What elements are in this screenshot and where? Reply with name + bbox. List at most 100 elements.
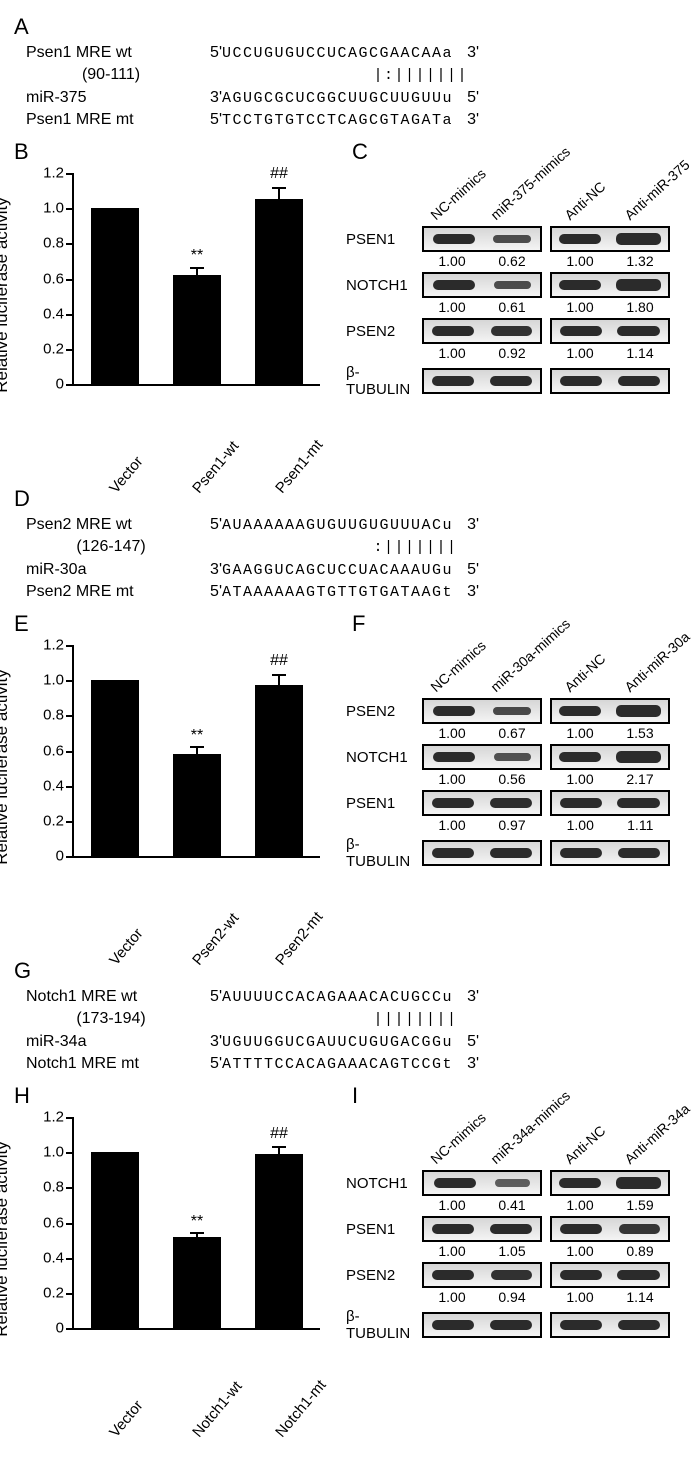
mre-match: :||||||| bbox=[226, 538, 457, 558]
mre-seq: GAAGGUCAGCUCCUACAAAUGu bbox=[222, 561, 453, 581]
bar: ## bbox=[255, 1154, 303, 1328]
lane-label: NC-mimics bbox=[427, 171, 482, 223]
y-tick: 1.0 bbox=[34, 1144, 64, 1161]
mre-row: miR-30a3' GAAGGUCAGCUCCUACAAAUGu 5' bbox=[26, 559, 692, 581]
quant-value: 1.00 bbox=[438, 299, 465, 315]
significance-marker: ## bbox=[270, 165, 288, 183]
lane-label: Anti-NC bbox=[561, 643, 616, 695]
mre-name: Psen1 MRE mt bbox=[26, 109, 196, 131]
mre-seq: UCCUGUGUCCUCAGCGAACAAa bbox=[222, 44, 453, 64]
mre-panel: Notch1 MRE wt5' AUUUUCCACAGAAACACUGCCu 3… bbox=[8, 986, 692, 1075]
quant-value: 1.00 bbox=[438, 1197, 465, 1213]
mre-row: (126-147) :||||||| bbox=[26, 536, 692, 558]
quant-value: 1.14 bbox=[626, 345, 653, 361]
protein-name: PSEN1 bbox=[346, 231, 422, 248]
blot-row: PSEN2 bbox=[346, 698, 692, 724]
quant-row: 1.000.971.001.11 bbox=[422, 817, 692, 833]
protein-name: PSEN2 bbox=[346, 1267, 422, 1284]
quant-row: 1.000.671.001.53 bbox=[422, 725, 692, 741]
gel-image bbox=[422, 744, 542, 770]
quant-value: 0.61 bbox=[498, 299, 525, 315]
y-tick: 1.0 bbox=[34, 672, 64, 689]
blot-row: NOTCH1 bbox=[346, 272, 692, 298]
bar: ## bbox=[255, 199, 303, 384]
gel-image bbox=[422, 368, 542, 394]
mre-row: Psen1 MRE wt5' UCCUGUGUCCUCAGCGAACAAa 3' bbox=[26, 42, 692, 64]
bar bbox=[91, 680, 139, 856]
figure-section: APsen1 MRE wt5' UCCUGUGUCCUCAGCGAACAAa 3… bbox=[8, 14, 692, 468]
mre-3prime: 5' bbox=[453, 87, 479, 109]
panel-label: E bbox=[14, 611, 338, 637]
panel-label: A bbox=[14, 14, 692, 40]
y-tick: 0.2 bbox=[34, 1284, 64, 1301]
quant-row: 1.000.411.001.59 bbox=[422, 1197, 692, 1213]
lane-label: Anti-miR-30a bbox=[621, 643, 676, 695]
quant-row: 1.000.621.001.32 bbox=[422, 253, 692, 269]
quant-value: 2.17 bbox=[626, 771, 653, 787]
y-tick: 0.6 bbox=[34, 270, 64, 287]
western-blot-panel: NC-mimicsmiR-34a-mimicsAnti-NCAnti-miR-3… bbox=[346, 1111, 692, 1342]
quant-row: 1.000.611.001.80 bbox=[422, 299, 692, 315]
mre-5prime: 5' bbox=[196, 109, 222, 131]
mre-5prime: 3' bbox=[196, 1031, 222, 1053]
y-tick: 0 bbox=[34, 1320, 64, 1337]
mre-3prime: 3' bbox=[453, 581, 479, 603]
lane-label: NC-mimics bbox=[427, 1115, 482, 1167]
protein-name: NOTCH1 bbox=[346, 277, 422, 294]
quant-value: 0.67 bbox=[498, 725, 525, 741]
mre-5prime: 3' bbox=[196, 559, 222, 581]
y-tick: 0.2 bbox=[34, 340, 64, 357]
y-axis-label: Relative luciferase activity bbox=[0, 669, 12, 865]
quant-value: 1.00 bbox=[438, 771, 465, 787]
protein-name: PSEN1 bbox=[346, 795, 422, 812]
lane-label: miR-375-mimics bbox=[487, 171, 542, 223]
bar bbox=[91, 208, 139, 384]
blot-row: β-TUBULIN bbox=[346, 364, 692, 398]
mre-3prime: 3' bbox=[453, 42, 479, 64]
mre-position: (173-194) bbox=[26, 1008, 196, 1030]
y-tick: 0 bbox=[34, 848, 64, 865]
gel-image bbox=[550, 790, 670, 816]
lane-label: Anti-NC bbox=[561, 1115, 616, 1167]
lane-label: Anti-miR-375 bbox=[621, 171, 676, 223]
quant-value: 1.53 bbox=[626, 725, 653, 741]
mre-name: Psen2 MRE wt bbox=[26, 514, 196, 536]
bar-chart: Relative luciferase activity00.20.40.60.… bbox=[8, 167, 338, 468]
mre-row: Psen2 MRE wt5' AUAAAAAAGUGUUGUGUUUACu 3' bbox=[26, 514, 692, 536]
quant-value: 1.11 bbox=[627, 817, 653, 833]
mre-5prime: 5' bbox=[196, 581, 222, 603]
figure-root: APsen1 MRE wt5' UCCUGUGUCCUCAGCGAACAAa 3… bbox=[8, 14, 692, 1412]
panel-label: F bbox=[352, 611, 692, 637]
mre-3prime: 3' bbox=[453, 986, 479, 1008]
mre-name: Notch1 MRE wt bbox=[26, 986, 196, 1008]
significance-marker: ** bbox=[191, 247, 203, 265]
gel-image bbox=[422, 1262, 542, 1288]
y-tick: 0.4 bbox=[34, 1249, 64, 1266]
blot-row: β-TUBULIN bbox=[346, 836, 692, 870]
y-tick: 0.6 bbox=[34, 1214, 64, 1231]
lane-label: miR-30a-mimics bbox=[487, 643, 542, 695]
gel-image bbox=[550, 272, 670, 298]
y-tick: 1.2 bbox=[34, 1109, 64, 1126]
mre-seq: TCCTGTGTCCTCAGCGTAGATa bbox=[222, 111, 453, 131]
bar: ** bbox=[173, 275, 221, 384]
gel-image bbox=[550, 698, 670, 724]
y-tick: 0.4 bbox=[34, 777, 64, 794]
bar: ## bbox=[255, 685, 303, 856]
protein-name: PSEN1 bbox=[346, 1221, 422, 1238]
bar: ** bbox=[173, 754, 221, 856]
blot-row: PSEN1 bbox=[346, 226, 692, 252]
quant-value: 0.92 bbox=[498, 345, 525, 361]
mre-5prime: 5' bbox=[196, 514, 222, 536]
quant-value: 1.00 bbox=[566, 771, 593, 787]
mre-row: miR-34a3' UGUUGGUCGAUUCUGUGACGGu 5' bbox=[26, 1031, 692, 1053]
protein-name: PSEN2 bbox=[346, 323, 422, 340]
quant-value: 1.00 bbox=[438, 1243, 465, 1259]
mre-name: miR-375 bbox=[26, 87, 196, 109]
protein-name: NOTCH1 bbox=[346, 749, 422, 766]
gel-image bbox=[422, 1312, 542, 1338]
blot-row: NOTCH1 bbox=[346, 1170, 692, 1196]
quant-value: 1.05 bbox=[498, 1243, 525, 1259]
mre-panel: Psen1 MRE wt5' UCCUGUGUCCUCAGCGAACAAa 3'… bbox=[8, 42, 692, 131]
y-tick: 0.8 bbox=[34, 235, 64, 252]
